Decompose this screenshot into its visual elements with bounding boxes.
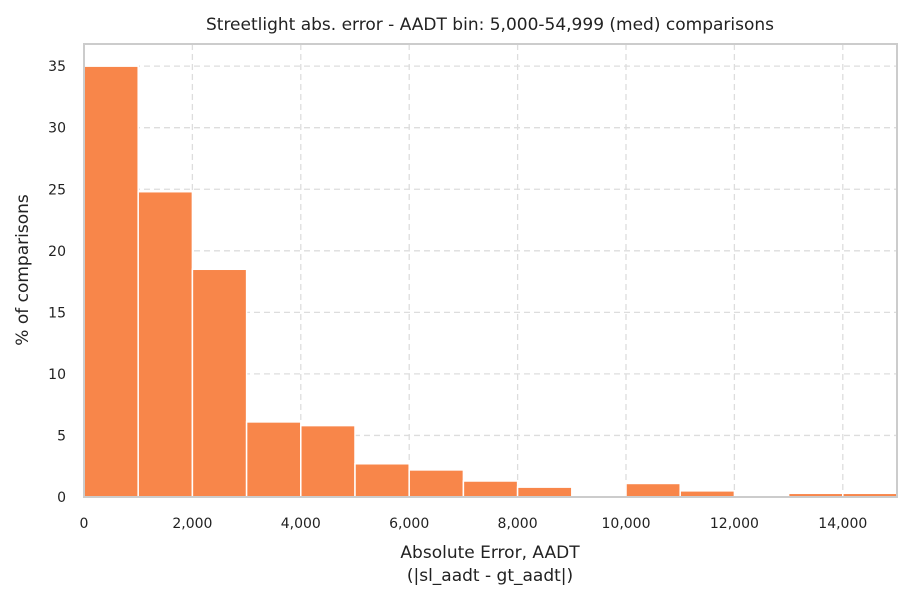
chart-title: Streetlight abs. error - AADT bin: 5,000…: [206, 15, 774, 35]
y-tick-label: 5: [57, 428, 66, 444]
y-tick-label: 20: [48, 244, 66, 260]
histogram-bar: [462, 480, 519, 498]
histogram-bar: [354, 463, 410, 498]
y-axis-ticks: 0 5 10 15 20 25 30 35: [48, 59, 66, 506]
histogram-bar: [625, 482, 681, 498]
y-tick-label: 10: [48, 367, 66, 383]
histogram-bar: [300, 424, 356, 498]
x-axis-ticks: 0 2,000 4,000 6,000 8,000 10,000 12,000 14,000: [80, 516, 868, 532]
x-tick-label: 0: [80, 516, 89, 532]
x-tick-label: 10,000: [602, 516, 651, 532]
histogram-bar: [83, 65, 139, 498]
histogram-bar: [408, 469, 465, 498]
x-tick-label: 6,000: [389, 516, 429, 532]
histogram-bar: [245, 421, 302, 498]
y-tick-label: 15: [48, 305, 66, 321]
y-tick-label: 30: [48, 121, 66, 137]
x-axis-label-subtitle: (|sl_aadt - gt_aadt|): [407, 566, 573, 586]
x-tick-label: 8,000: [498, 516, 538, 532]
histogram-bar: [516, 486, 573, 498]
x-tick-label: 12,000: [710, 516, 759, 532]
y-axis-label: % of comparisons: [13, 194, 33, 346]
x-axis-label: Absolute Error, AADT: [400, 543, 580, 563]
bars: [83, 65, 898, 498]
y-tick-label: 35: [48, 59, 66, 75]
y-tick-label: 25: [48, 182, 66, 198]
histogram-bar: [137, 190, 194, 498]
plot-frame: [83, 43, 898, 498]
x-tick-label: 14,000: [818, 516, 867, 532]
x-tick-label: 2,000: [172, 516, 212, 532]
histogram-bar: [191, 268, 248, 498]
x-tick-label: 4,000: [281, 516, 321, 532]
y-tick-label: 0: [57, 490, 66, 506]
